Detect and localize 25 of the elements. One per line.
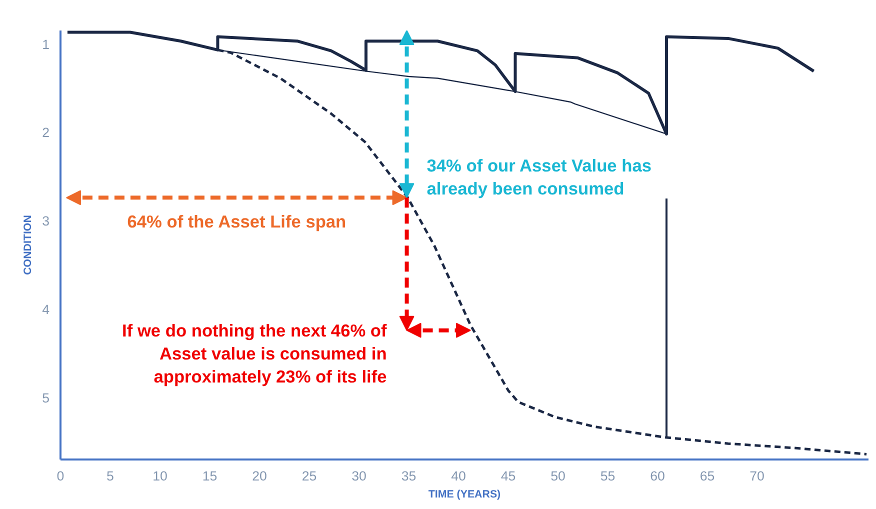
x-tick-label: 55	[600, 468, 616, 484]
annotation: If we do nothing the next 46% of Asset value is consumed in approximately 23% of its life	[122, 320, 388, 386]
x-tick-label: 25	[302, 468, 317, 484]
x-tick-label: 40	[451, 468, 466, 484]
y-tick-label: 3	[42, 214, 50, 229]
x-tick-label: 35	[401, 468, 416, 484]
y-tick-label: 1	[42, 36, 50, 52]
x-tick-label: 45	[500, 468, 516, 484]
x-tick-label: 60	[650, 468, 665, 484]
y-tick-label: 2	[42, 125, 50, 140]
y-axis-title: CONDITION	[22, 215, 34, 275]
x-tick-label: 30	[352, 468, 366, 484]
x-tick-label: 50	[550, 468, 566, 484]
x-tick-label: 0	[56, 468, 64, 484]
y-tick-label: 4	[42, 302, 50, 318]
x-tick-label: 15	[202, 468, 218, 484]
annotation: 34% of our Asset Value has already been consumed	[426, 156, 652, 199]
x-axis-title: TIME (YEARS)	[428, 488, 502, 500]
annotation: 64% of the Asset Life span	[127, 212, 346, 232]
x-tick-label: 5	[106, 468, 114, 484]
x-tick-label: 70	[750, 468, 764, 484]
x-tick-label: 20	[252, 468, 267, 484]
x-tick-label: 65	[700, 468, 715, 484]
x-tick-label: 10	[152, 468, 168, 484]
y-tick-label: 5	[42, 390, 50, 406]
